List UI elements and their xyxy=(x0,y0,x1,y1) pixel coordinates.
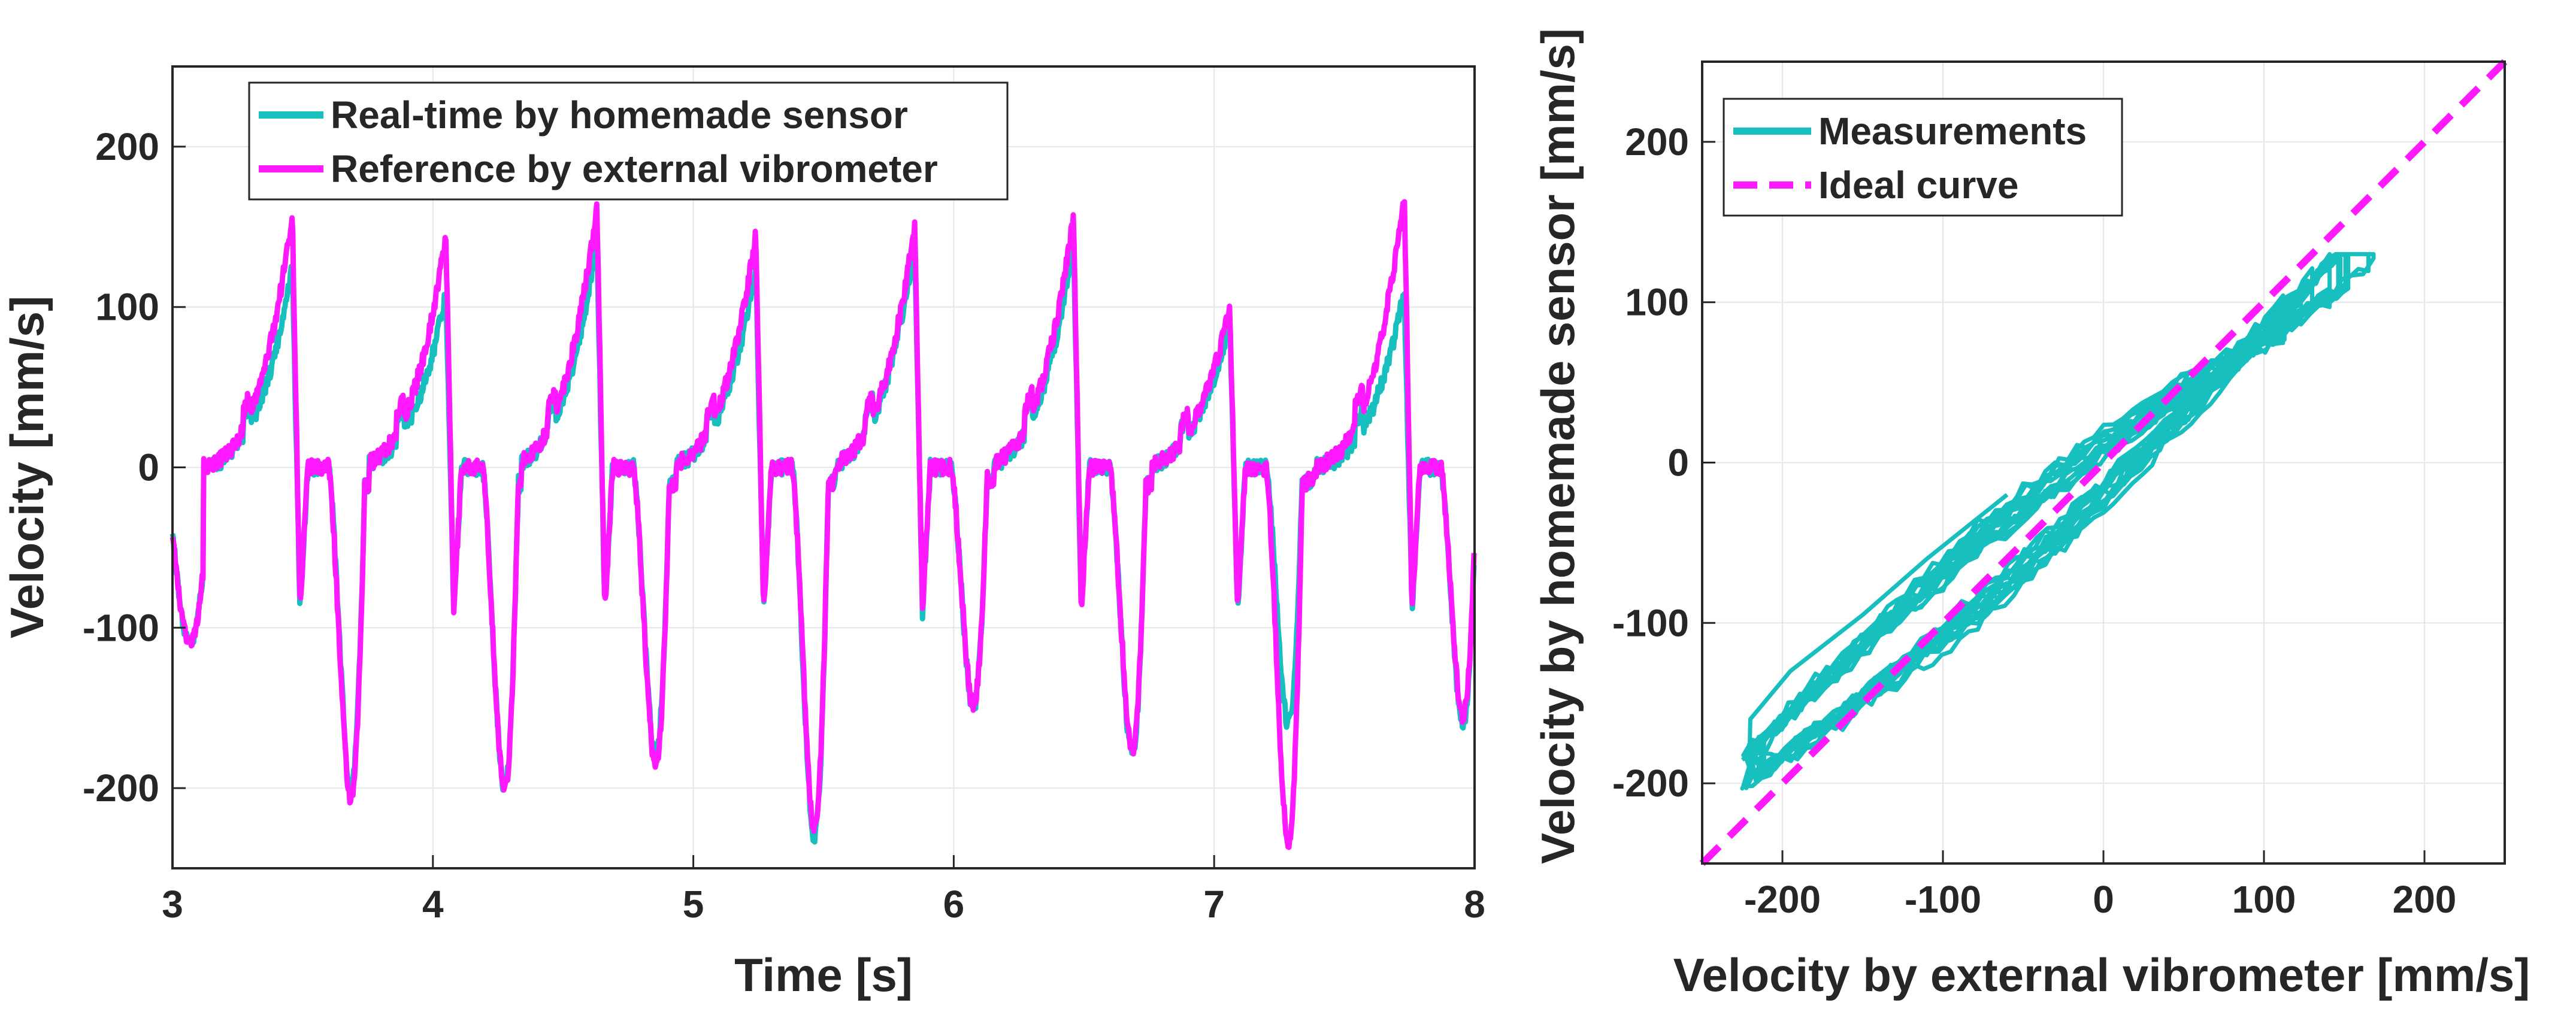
time-series-chart: 3 4 5 6 7 8 -200 -100 0 100 200 Time [s] Velocity … xyxy=(1,65,1485,1001)
y-tick-label: -200 xyxy=(1612,762,1689,805)
legend-box-right xyxy=(1723,98,2123,217)
y-tick-label: 200 xyxy=(1625,120,1689,163)
x-axis-label-left: Time [s] xyxy=(734,949,913,1001)
x-tick-label: 100 xyxy=(2232,878,2296,921)
series-line-reference xyxy=(169,199,1477,850)
y-tick-label: 100 xyxy=(1625,281,1689,324)
x-tick-label: 4 xyxy=(422,883,444,926)
y-tick-label: 100 xyxy=(95,286,159,329)
y-axis-label-left: Velocity [mm/s] xyxy=(1,296,53,638)
y-tick-label: 0 xyxy=(1667,441,1689,484)
x-tick-label: 3 xyxy=(162,883,183,926)
x-axis-label-right: Velocity by external vibrometer [mm/s] xyxy=(1673,949,2530,1001)
x-tick-label: -100 xyxy=(1905,878,1981,921)
legend-box-left xyxy=(248,81,1009,201)
legend-label-measured: Real-time by homemade sensor xyxy=(331,93,908,137)
series-right xyxy=(1699,59,2508,866)
x-tick-label: 200 xyxy=(2393,878,2457,921)
legend-left: Real-time by homemade sensor Reference b… xyxy=(248,81,1009,201)
x-tick-label: 6 xyxy=(943,883,965,926)
series-left xyxy=(169,199,1477,850)
y-tick-label: 200 xyxy=(95,125,159,168)
y-tick-label: -100 xyxy=(1612,601,1689,644)
x-tick-label: 7 xyxy=(1203,883,1225,926)
correlation-chart: -200 -100 0 100 200 -200 -100 0 100 200 Velocity … xyxy=(1531,28,2530,1001)
ticks-right: -200 -100 0 100 200 -200 -100 0 100 200 xyxy=(1612,120,2456,921)
ticks-left: 3 4 5 6 7 8 -200 -100 0 100 200 xyxy=(83,125,1485,926)
y-tick-label: 0 xyxy=(138,446,159,489)
y-axis-label-right: Velocity by homemade sensor [mm/s] xyxy=(1531,28,1584,864)
legend-label-ideal: Ideal curve xyxy=(1818,163,2018,207)
legend-right: Measurements Ideal curve xyxy=(1723,98,2123,217)
y-tick-label: -200 xyxy=(83,766,159,810)
x-tick-label: 8 xyxy=(1464,883,1485,926)
legend-label-reference: Reference by external vibrometer xyxy=(331,147,938,190)
x-tick-label: 0 xyxy=(2093,878,2114,921)
x-tick-label: 5 xyxy=(683,883,704,926)
x-tick-label: -200 xyxy=(1744,878,1821,921)
series-line-measurements xyxy=(1740,252,2376,791)
legend-label-measurements: Measurements xyxy=(1818,110,2087,153)
y-tick-label: -100 xyxy=(83,606,159,649)
